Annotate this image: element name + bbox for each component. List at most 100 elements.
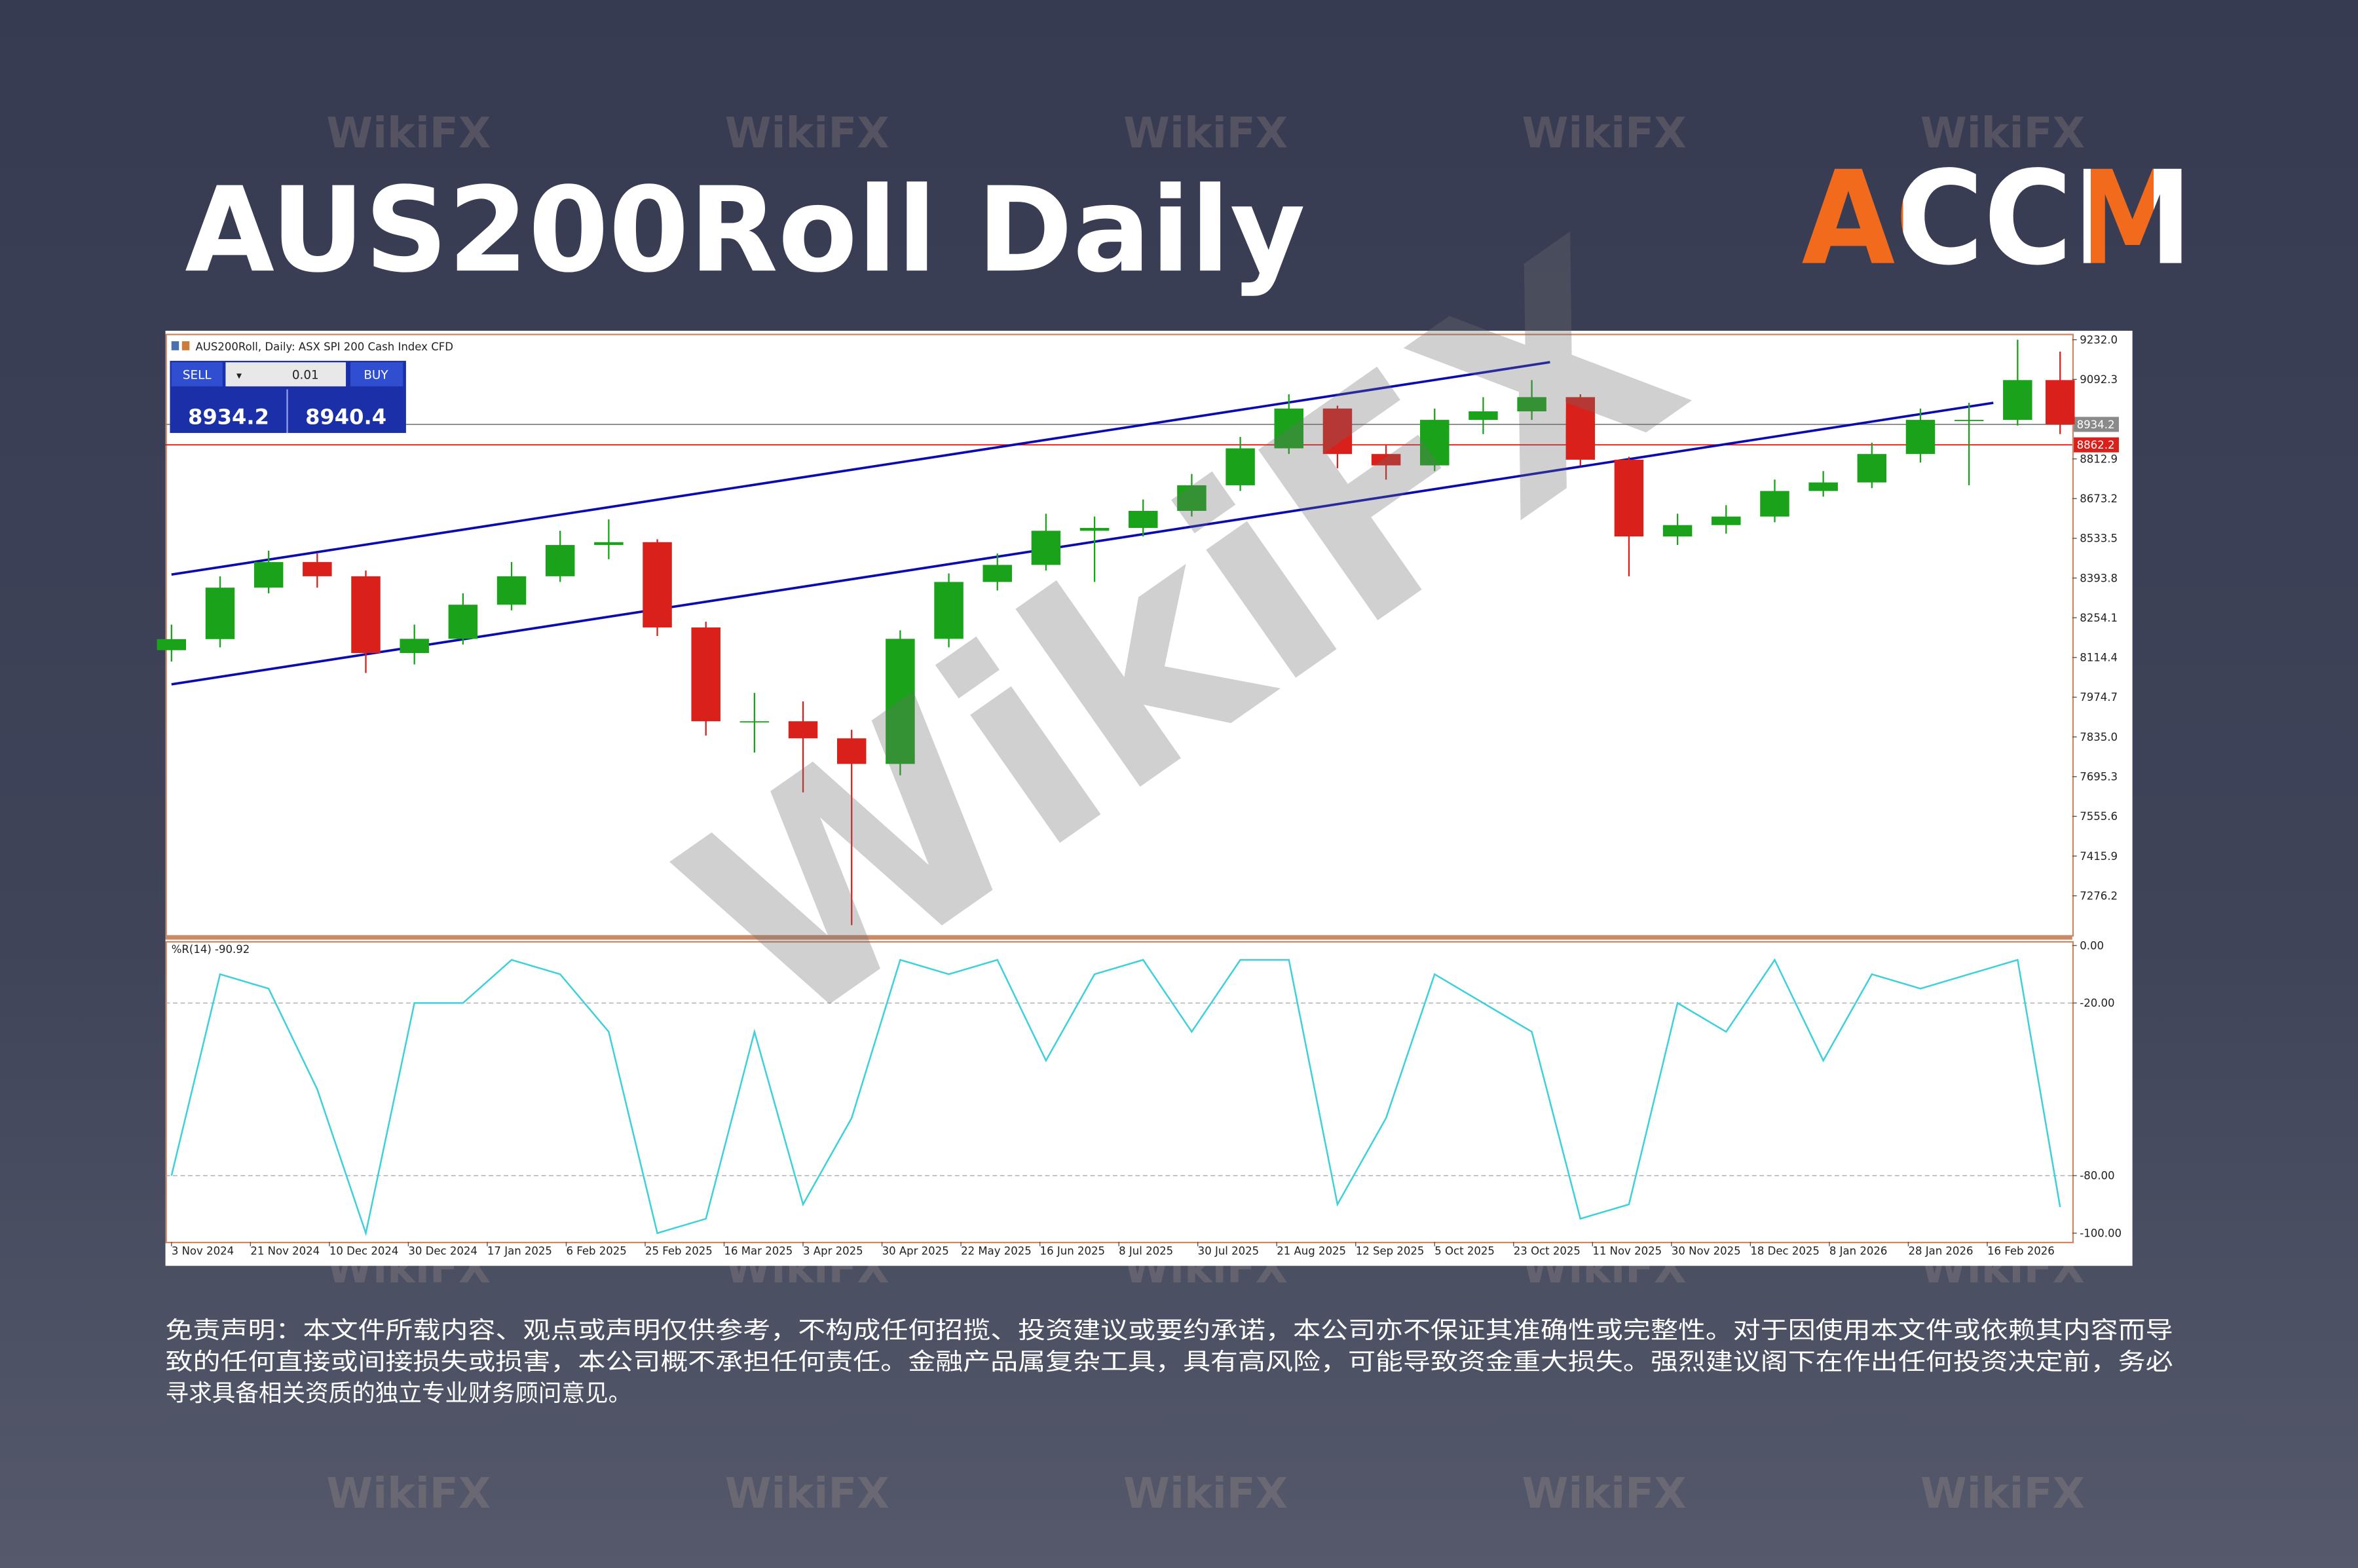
watermark: WikiFX [1123,1469,1288,1518]
volume-field[interactable] [225,362,346,386]
x-tick-label: 16 Mar 2025 [724,1244,793,1257]
x-tick-label: 18 Dec 2025 [1750,1244,1820,1257]
candle-body [1614,459,1644,537]
sell-label[interactable]: SELL [183,368,212,382]
candle-body [886,639,915,764]
candle-body [691,627,720,722]
x-tick-label: 16 Feb 2026 [1987,1244,2055,1257]
x-tick-label: 8 Jan 2026 [1829,1244,1888,1257]
candle-body [1031,531,1061,565]
candle-body [253,562,284,588]
candle-body [448,605,478,639]
y-tick-label: 7974.7 [2080,691,2118,703]
watermark: WikiFX [1920,109,2085,158]
candle-body [982,565,1012,582]
disclaimer-line: 致的任何直接或间接损失或损害，本公司概不承担任何责任。金融产品属复杂工具，具有高… [166,1349,2173,1375]
y-tick-label: 7695.3 [2080,770,2118,783]
watermark: WikiFX [1522,109,1686,158]
x-tick-label: 8 Jul 2025 [1119,1244,1173,1257]
x-tick-label: 5 Oct 2025 [1434,1244,1495,1257]
candle-body [788,721,818,739]
x-tick-label: 21 Nov 2024 [250,1244,320,1257]
trade-panel: SELL ▾ 0.01 BUY 8934.2 8940.4 [170,360,406,434]
x-tick-label: 21 Aug 2025 [1277,1244,1346,1257]
volume[interactable]: 0.01 [292,368,319,382]
watermark: WikiFX [725,1469,889,1518]
logo: ACCM [1802,143,2193,294]
indicator-title: %R(14) -90.92 [172,943,250,956]
price-label-box [2074,417,2119,432]
candle-body [2045,380,2075,424]
candle-body [1079,528,1110,531]
x-tick-label: 25 Feb 2025 [645,1244,713,1257]
y-tick-label: 7276.2 [2080,889,2118,902]
candle-body [1469,411,1498,420]
candle-body [1371,454,1401,466]
candle-body [1662,525,1693,537]
candle-body [1712,516,1741,525]
candle-body [836,738,867,764]
y-tick-label: 9232.0 [2080,333,2118,346]
candle-body [594,542,624,546]
candle-body [1274,408,1304,449]
y-tick-label: 0.00 [2080,939,2104,952]
y-tick-label: 7415.9 [2080,850,2118,863]
watermark: WikiFX [1522,1469,1686,1518]
price-frame [165,333,2074,937]
plot-layer: 9232.0 9092.3 8812.9 8673.2 8533.5 8393.8 8254… [157,333,2122,1257]
x-tick-label: 23 Oct 2025 [1514,1244,1581,1257]
trendline [171,361,1550,576]
x-tick-label: 22 May 2025 [961,1244,1032,1257]
buy-label[interactable]: BUY [364,368,388,382]
buy-price[interactable]: 8940.4 [305,404,386,429]
watermark: WikiFX [1920,1469,2085,1518]
chart-icon [181,341,190,350]
x-tick-label: 3 Apr 2025 [803,1244,863,1257]
disclaimer-line: 寻求具备相关资质的独立专业财务顾问意见。 [166,1380,632,1407]
candle-body [351,576,381,654]
y-tick-label: 8114.4 [2080,652,2118,664]
x-tick-label: 6 Feb 2025 [566,1244,626,1257]
y-tick-label: 7835.0 [2080,731,2118,743]
dropdown-arrow[interactable]: ▾ [236,369,242,381]
y-tick-label: 8254.1 [2080,612,2118,624]
x-tick-label: 30 Apr 2025 [882,1244,949,1257]
sell-price[interactable]: 8934.2 [188,404,269,429]
x-tick-label: 28 Jan 2026 [1908,1244,1973,1257]
watermark: WikiFX [326,1469,491,1518]
candle-body [303,562,332,576]
candle-body [496,576,527,605]
candle-body [1905,420,1936,455]
x-tick-label: 11 Nov 2025 [1592,1244,1662,1257]
candle-body [643,542,672,627]
candle-body [205,588,235,639]
y-tick-label: 8673.2 [2080,493,2118,505]
watermark: WikiFX [725,109,889,158]
candle-body [934,582,964,639]
x-tick-label: 30 Dec 2024 [408,1244,477,1257]
y-tick-label: 8812.9 [2080,453,2118,465]
candle-body [2003,380,2032,420]
indicator-line [170,958,2061,1237]
chart-icon [171,341,179,350]
y-tick-label: 9092.3 [2080,373,2118,386]
candle-body [1954,420,1984,421]
y-tick-label: -100.00 [2080,1227,2122,1239]
x-tick-label: 30 Nov 2025 [1672,1244,1741,1257]
buy-button[interactable] [350,362,403,386]
price-label: 8862.2 [2077,439,2115,451]
candle-body [1857,454,1887,483]
x-tick-label: 12 Sep 2025 [1356,1244,1425,1257]
price-label: 8934.2 [2077,419,2115,431]
sell-button[interactable] [171,362,223,386]
y-tick-label: 8393.8 [2080,572,2118,584]
x-tick-label: 30 Jul 2025 [1198,1244,1259,1257]
candle-body [157,639,187,650]
disclaimer: 免责声明：本文件所载内容、观点或声明仅供参考，不构成任何招揽、投资建议或要约承诺… [166,1317,2173,1407]
indicator-frame [165,941,2074,1244]
candle-body [400,639,429,654]
y-tick-label: 8533.5 [2080,532,2118,545]
x-tick-label: 3 Nov 2024 [172,1244,234,1257]
